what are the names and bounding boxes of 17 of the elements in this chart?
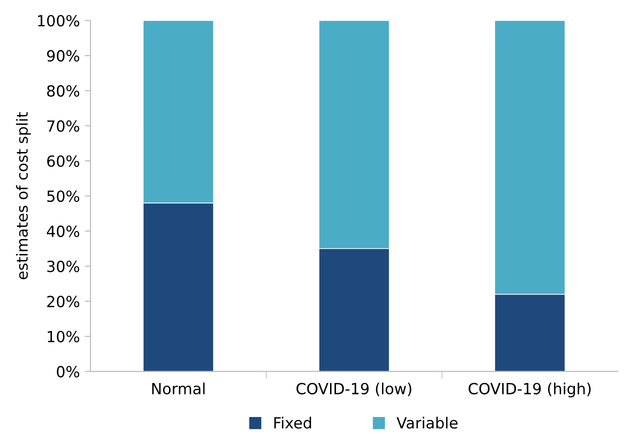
y-tick-label: 80% [47,85,80,97]
y-tick-label: 40% [46,226,80,238]
y-tick-label: 20% [47,296,80,308]
y-tick-label: 50% [47,190,80,202]
legend-label: Variable [396,416,458,429]
x-tick-label: Normal [152,382,205,394]
y-tick-label: 60% [47,155,80,167]
y-tick-label: 0% [56,366,80,378]
legend-label: Fixed [274,416,312,429]
y-tick-label: 30% [47,260,80,272]
y-tick-label: 100% [38,14,80,27]
y-axis-title: estimates of cost split [16,112,31,280]
y-tick-label: 70% [47,120,80,132]
y-tick-label: 10% [48,330,80,342]
y-tick-label: 90% [47,50,80,62]
x-tick-label: COVID-19 (high) [468,382,591,398]
x-tick-label: COVID-19 (low) [296,382,412,396]
